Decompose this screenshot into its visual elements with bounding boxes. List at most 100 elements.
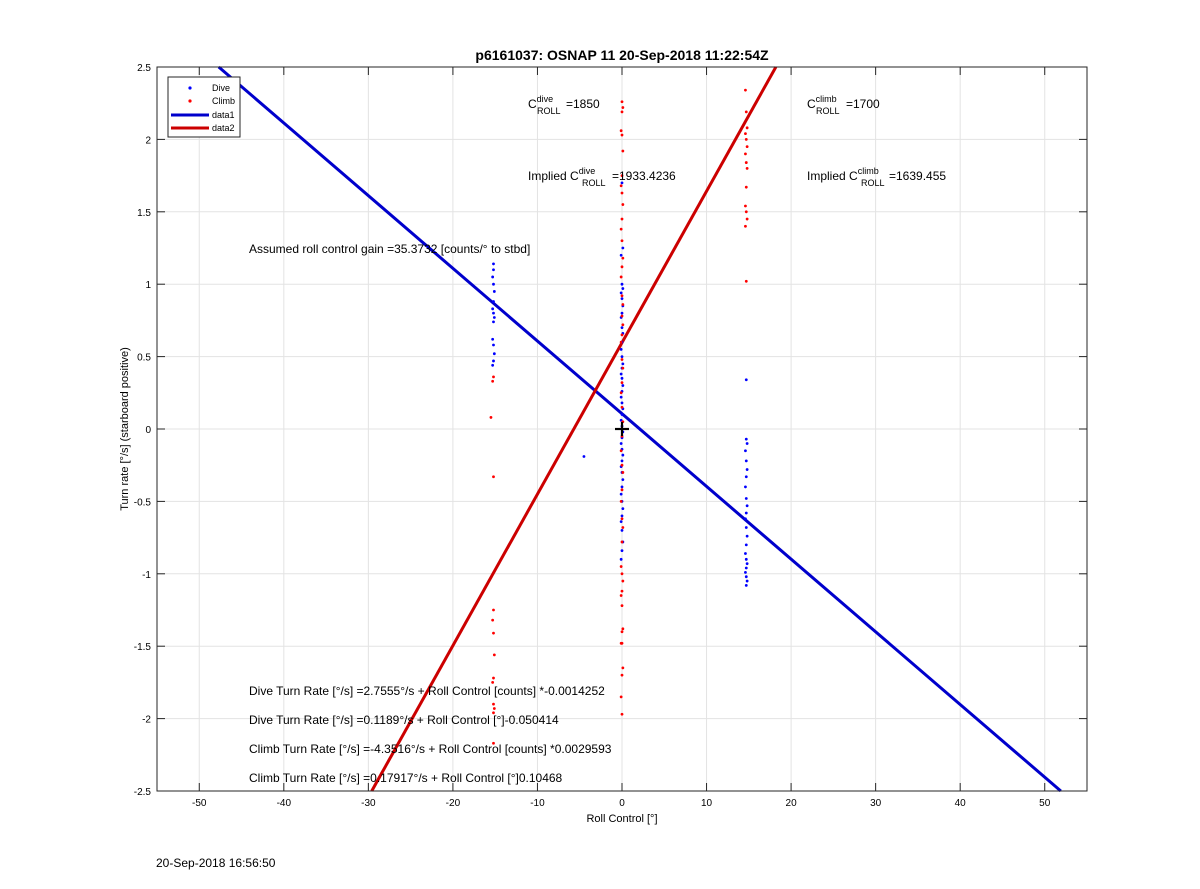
annotation-c-climb-base: C (807, 97, 816, 111)
data-point-climb (492, 475, 495, 479)
data-point-dive (744, 378, 748, 382)
data-point-dive (492, 311, 495, 315)
data-point-climb (744, 210, 748, 214)
data-point-climb (620, 589, 624, 593)
annotation-implied-climb-value: =1639.455 (889, 169, 946, 183)
data-point-dive (620, 326, 624, 330)
data-point-dive (492, 320, 495, 324)
data-point-climb (492, 741, 495, 745)
x-axis-label: Roll Control [°] (586, 813, 657, 825)
data-point-climb (745, 166, 749, 170)
data-point-climb (619, 275, 623, 279)
axis-ticks: -50 -40 -30 -20 -10 0 10 20 30 40 50-2.5-2-1.5-1-0… (134, 63, 1087, 809)
data-point-dive (620, 311, 624, 315)
data-point-climb (621, 366, 625, 370)
data-point-dive (492, 316, 496, 319)
data-point-dive (744, 552, 747, 555)
data-point-climb (621, 627, 625, 631)
y-tick-label: 0 (145, 425, 151, 436)
legend-climb-label: Climb (212, 96, 235, 106)
y-tick-label: -1.5 (134, 642, 152, 653)
data-point-climb (619, 565, 623, 568)
data-point-dive (620, 459, 624, 463)
y-tick-label: -2.5 (134, 787, 152, 798)
data-point-climb (620, 641, 624, 645)
annotation-implied-climb-sup: climb (858, 166, 879, 176)
data-point-dive (744, 449, 747, 453)
data-point-climb (492, 711, 495, 715)
data-point-climb (620, 314, 624, 318)
data-point-dive (621, 287, 625, 290)
data-point-climb (620, 174, 624, 178)
data-point-climb (620, 265, 624, 269)
x-tick-label: 40 (955, 798, 967, 809)
legend: Dive Climb data1 data2 (167, 76, 241, 138)
data-point-climb (619, 449, 623, 453)
data-point-dive (745, 442, 749, 445)
y-tick-label: -1 (142, 570, 151, 581)
x-tick-label: 30 (870, 798, 882, 809)
data-point-climb (744, 110, 748, 114)
data-point-dive (620, 485, 624, 489)
data-point-dive (621, 384, 625, 387)
data-point-climb (621, 526, 625, 529)
annotation-implied-climb: Implied Cclimb ROLL =1639.455 (807, 166, 946, 188)
data-point-climb (492, 676, 495, 680)
data-point-dive (582, 455, 586, 458)
data-point-climb (620, 358, 624, 361)
data-point-dive (621, 246, 625, 250)
annotation-c-climb: Cclimb ROLL =1700 (807, 94, 880, 116)
data-point-dive (492, 343, 495, 347)
annotation-c-climb-sup: climb (816, 94, 837, 104)
data-point-climb (745, 145, 749, 149)
fit-lines (217, 65, 1062, 793)
x-tick-label: 10 (701, 798, 713, 809)
data-point-climb (620, 630, 624, 634)
data-point-climb (491, 681, 495, 684)
data-point-dive (620, 401, 624, 405)
y-tick-label: 1 (145, 280, 151, 291)
fit-line-data2 (370, 66, 778, 792)
annotation-c-climb-sub: ROLL (816, 106, 840, 116)
y-tick-label: 2.5 (137, 63, 151, 74)
data-point-climb (620, 604, 624, 608)
data-point-climb (620, 540, 624, 544)
y-axis-label: Turn rate [°/s] (starboard positive) (119, 347, 131, 511)
data-point-climb (620, 217, 624, 221)
data-point-climb (621, 666, 625, 670)
data-point-climb (620, 133, 624, 137)
legend-climb-marker (188, 99, 192, 103)
print-timestamp: 20-Sep-2018 16:56:50 (156, 856, 276, 870)
data-point-dive (744, 543, 748, 547)
x-tick-label: -30 (361, 798, 376, 809)
data-point-dive (620, 376, 624, 380)
data-point-climb (744, 279, 748, 283)
data-point-dive (492, 282, 495, 286)
data-point-dive (744, 583, 748, 587)
data-point-climb (492, 653, 496, 657)
data-point-climb (619, 391, 623, 395)
annotation-implied-climb-sub: ROLL (861, 178, 885, 188)
data-point-dive (619, 291, 623, 295)
data-point-dive (619, 372, 623, 376)
data-point-climb (491, 618, 495, 622)
data-point-climb (620, 294, 624, 298)
data-point-dive (744, 566, 748, 570)
data-point-dive (744, 526, 748, 529)
data-point-dive (745, 579, 749, 583)
annotation-c-dive-sup: dive (537, 94, 554, 104)
y-tick-label: -0.5 (134, 497, 152, 508)
annotation-implied-dive-value: =1933.4236 (612, 169, 676, 183)
data-point-dive (744, 511, 748, 515)
data-point-climb (492, 375, 495, 379)
annotation-dive-equation-counts: Dive Turn Rate [°/s] =2.7555°/s + Roll C… (249, 684, 605, 698)
annotation-c-dive-sub: ROLL (537, 106, 561, 116)
data-point-dive (744, 570, 747, 574)
data-point-dive (619, 557, 623, 561)
data-point-climb (620, 488, 624, 492)
data-point-climb (491, 379, 495, 383)
y-tick-label: -2 (142, 715, 151, 726)
data-point-climb (619, 227, 623, 231)
legend-data2-label: data2 (212, 123, 235, 133)
data-point-climb (744, 204, 747, 208)
